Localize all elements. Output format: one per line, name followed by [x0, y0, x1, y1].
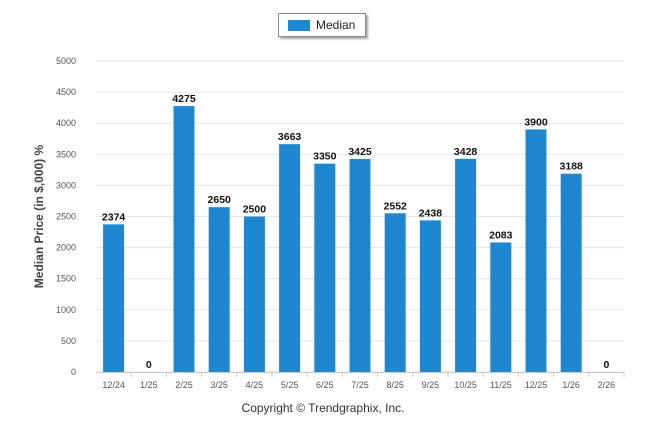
y-tick-label: 1500	[56, 274, 76, 284]
bar	[103, 224, 125, 372]
x-tick-label: 4/25	[246, 380, 264, 390]
data-label: 0	[146, 359, 152, 371]
bar	[279, 144, 301, 372]
y-tick-label: 500	[61, 336, 76, 346]
y-tick-label: 2500	[56, 212, 76, 222]
bar	[525, 129, 547, 372]
y-tick-label: 0	[71, 367, 76, 377]
y-tick-label: 1000	[56, 305, 76, 315]
y-tick-label: 3500	[56, 149, 76, 159]
data-label: 3188	[560, 161, 584, 173]
bar	[490, 242, 512, 372]
x-tick-label: 5/25	[281, 380, 299, 390]
y-tick-label: 4500	[56, 87, 76, 97]
bar	[208, 207, 230, 372]
legend-label-median: Median	[316, 18, 356, 32]
x-tick-label: 12/25	[525, 380, 548, 390]
data-label: 2500	[243, 204, 267, 216]
bar	[419, 220, 441, 372]
data-label: 2650	[208, 194, 232, 206]
x-tick-label: 1/26	[562, 380, 580, 390]
data-label: 0	[603, 359, 609, 371]
bar	[560, 173, 582, 372]
data-label: 2374	[102, 211, 126, 223]
x-tick-label: 9/25	[422, 380, 440, 390]
x-tick-label: 3/25	[210, 380, 228, 390]
x-tick-label: 7/25	[351, 380, 369, 390]
y-tick-label: 3000	[56, 180, 76, 190]
x-tick-label: 1/25	[140, 380, 158, 390]
bar	[173, 106, 195, 372]
bar	[455, 158, 477, 372]
bar	[349, 158, 371, 372]
legend-swatch-median	[288, 19, 310, 31]
data-label: 3428	[454, 146, 478, 158]
copyright-text: Copyright © Trendgraphix, Inc.	[241, 401, 405, 415]
x-tick-label: 12/24	[102, 380, 125, 390]
bar	[243, 216, 265, 372]
x-tick-label: 6/25	[316, 380, 334, 390]
y-tick-label: 5000	[56, 56, 76, 66]
y-tick-label: 4000	[56, 118, 76, 128]
y-tick-label: 2000	[56, 243, 76, 253]
data-label: 2552	[384, 200, 408, 212]
data-label: 2083	[489, 229, 513, 241]
data-label: 3350	[313, 151, 337, 163]
data-label: 2438	[419, 207, 443, 219]
bar	[314, 163, 336, 372]
data-label: 3900	[524, 116, 548, 128]
data-label: 3425	[348, 146, 372, 158]
data-label: 4275	[172, 93, 196, 105]
x-tick-label: 2/25	[175, 380, 193, 390]
chart-legend[interactable]: Median	[278, 13, 366, 37]
x-tick-label: 11/25	[490, 380, 512, 390]
y-axis-title: Median Price (in $,000) %	[32, 144, 46, 288]
data-label: 3663	[278, 131, 302, 143]
x-tick-label: 10/25	[454, 380, 477, 390]
bar	[384, 213, 406, 372]
x-tick-label: 2/26	[598, 380, 616, 390]
x-tick-label: 8/25	[386, 380, 404, 390]
